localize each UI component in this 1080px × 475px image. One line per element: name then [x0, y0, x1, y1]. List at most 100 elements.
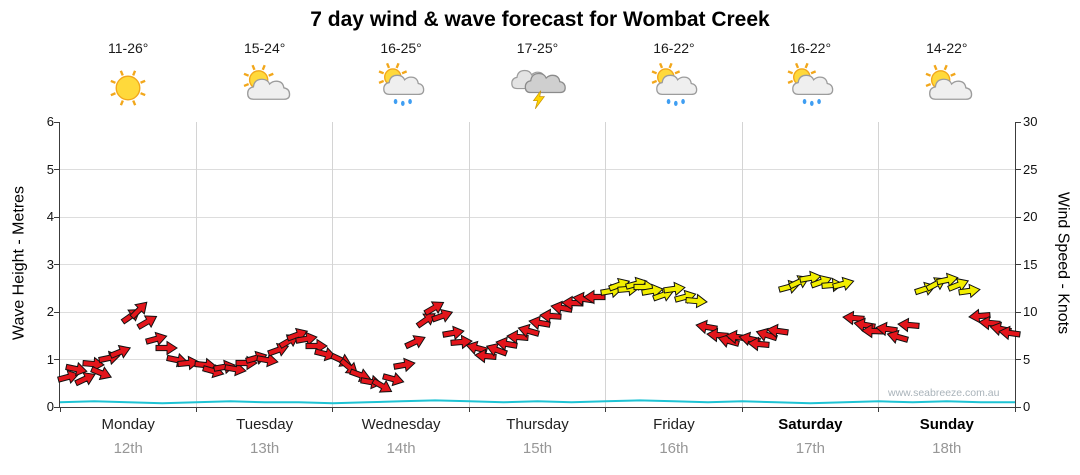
wind-arrow — [818, 271, 846, 299]
tick-mark-left — [54, 264, 60, 265]
tick-mark-bottom — [332, 407, 334, 412]
wind-arrow — [303, 333, 329, 359]
wind-arrow — [795, 263, 825, 293]
wind-arrow — [364, 368, 400, 404]
wind-arrow — [61, 354, 92, 385]
wind-arrow — [140, 323, 172, 355]
tick-label-left: 2 — [46, 304, 54, 319]
tick-label-right: 10 — [1023, 304, 1038, 319]
day-name: Wednesday — [361, 416, 441, 433]
weather-icon-sun-cloud-rain — [781, 62, 839, 114]
watermark: www.seabreeze.com.au — [888, 387, 1000, 399]
wind-arrow — [416, 290, 452, 326]
tick-label-right: 0 — [1023, 399, 1031, 414]
temperature-range-label: 15-24° — [243, 40, 286, 56]
temperature-range-label: 16-22° — [789, 40, 832, 56]
x-axis — [59, 407, 1016, 408]
tick-mark-left — [54, 406, 60, 408]
wind-arrow — [121, 292, 158, 329]
wind-arrow — [637, 276, 667, 306]
wind-arrow — [79, 350, 107, 378]
day-name: Tuesday — [236, 416, 294, 433]
wave-height-line — [59, 122, 1015, 407]
wind-arrow — [941, 268, 975, 302]
v-gridline — [605, 122, 607, 407]
day-date: 12th — [113, 440, 143, 457]
tick-label-right: 5 — [1023, 351, 1031, 367]
h-gridline — [60, 311, 1015, 313]
wind-arrow — [52, 361, 84, 393]
wind-arrow — [291, 324, 321, 354]
page-title: 7 day wind & wave forecast for Wombat Cr… — [310, 8, 770, 31]
wind-arrow — [827, 268, 859, 300]
day-date: 16th — [659, 440, 689, 457]
tick-label-left: 3 — [46, 256, 54, 272]
temperature-range-label: 11-26° — [108, 40, 149, 56]
wind-arrow — [252, 344, 282, 374]
tick-mark-right — [1015, 264, 1021, 265]
wind-arrow — [894, 311, 922, 339]
tick-mark-right — [1015, 121, 1021, 123]
wind-arrow — [712, 324, 744, 356]
v-gridline — [878, 122, 880, 407]
h-gridline — [60, 169, 1015, 170]
tick-label-right: 20 — [1023, 209, 1038, 224]
tick-mark-bottom — [195, 407, 197, 412]
tick-label-left: 1 — [46, 351, 54, 367]
tick-label-left: 5 — [46, 161, 54, 177]
tick-mark-bottom — [1014, 407, 1016, 412]
h-gridline — [60, 264, 1015, 265]
tick-mark-left — [54, 169, 60, 170]
wind-arrow — [492, 329, 522, 359]
wind-arrow — [995, 318, 1024, 347]
wind-arrow — [882, 321, 914, 353]
wind-arrow — [67, 361, 102, 396]
tick-mark-right — [1015, 311, 1021, 313]
wind-arrow — [425, 299, 458, 332]
wind-arrow — [744, 330, 772, 358]
wave-axis-label: Wave Height - Metres — [10, 185, 28, 341]
wind-arrow — [976, 309, 1004, 337]
tick-mark-bottom — [605, 407, 607, 412]
day-name: Saturday — [778, 416, 843, 433]
v-gridline — [332, 122, 334, 407]
tick-label-right: 15 — [1023, 256, 1038, 272]
h-gridline — [60, 216, 1015, 218]
weather-icon-sun-cloud-rain — [645, 62, 703, 114]
weather-icon-thunderstorm — [509, 62, 567, 114]
wind-arrow — [931, 264, 962, 295]
temperature-range-label: 17-25° — [516, 40, 559, 56]
wind-arrow — [130, 304, 166, 340]
tick-mark-bottom — [59, 407, 61, 412]
day-date: 15th — [522, 440, 553, 457]
weather-icon-sunny — [99, 62, 157, 114]
tick-mark-right — [1015, 216, 1021, 218]
wind-arrow — [389, 350, 419, 380]
weather-icon-partly-cloudy — [918, 62, 976, 114]
wind-arrow — [525, 308, 555, 338]
tick-label-left: 0 — [46, 399, 54, 414]
wind-arrow — [103, 335, 137, 369]
wind-axis-label: Wind Speed - Knots — [1054, 191, 1072, 335]
day-name: Monday — [101, 416, 155, 433]
v-gridline — [741, 122, 743, 407]
wind-arrow — [692, 312, 722, 342]
tick-mark-bottom — [878, 407, 880, 412]
tick-mark-bottom — [741, 407, 743, 412]
wind-arrow — [659, 275, 688, 304]
tick-mark-right — [1015, 406, 1021, 408]
day-name: Thursday — [506, 416, 569, 433]
weather-icon-sun-cloud-rain — [372, 62, 430, 114]
wind-arrow — [682, 287, 710, 315]
v-gridline — [468, 122, 470, 407]
day-date: 13th — [250, 440, 280, 457]
wind-arrow — [763, 316, 792, 345]
day-name: Sunday — [919, 416, 974, 433]
wind-arrow — [703, 321, 731, 349]
tick-label-left: 4 — [46, 209, 54, 224]
wind-arrow — [153, 335, 179, 361]
h-gridline — [60, 359, 1015, 360]
wind-arrow — [377, 363, 409, 395]
tick-label-right: 25 — [1023, 161, 1038, 177]
wind-arrow — [965, 302, 993, 330]
